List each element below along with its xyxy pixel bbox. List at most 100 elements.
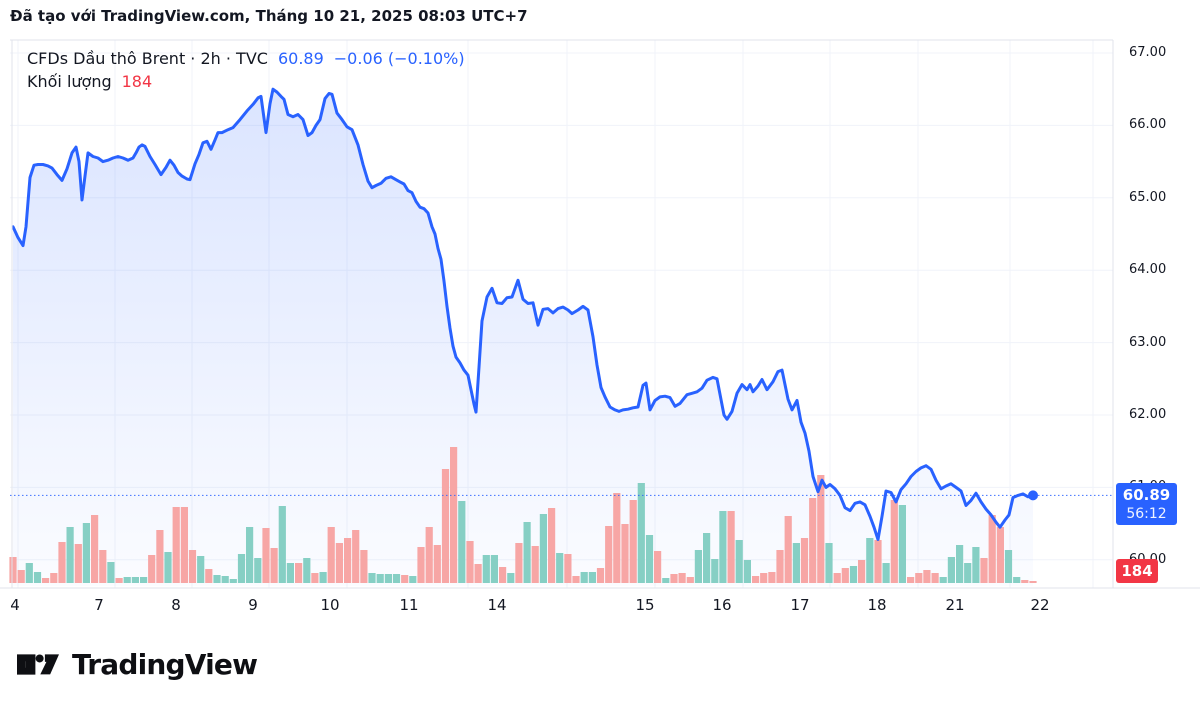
volume-bar-up [140,577,148,583]
volume-bar-down [425,527,433,583]
volume-bar-down [572,576,580,583]
legend-volume-row[interactable]: Khối lượng 184 [27,70,465,93]
volume-bar-up [1004,550,1013,583]
price-chart[interactable] [0,0,1200,640]
volume-bar-up [107,562,115,583]
volume-value: 184 [121,72,153,91]
volume-bar-down [335,543,343,583]
time-axis-label: 22 [1030,596,1050,614]
volume-bar-down [629,500,637,583]
price-axis-label: 64.00 [1129,262,1167,278]
volume-bar-down [1021,580,1029,583]
volume-bar-down [980,558,988,583]
volume-bar-up [580,572,588,583]
volume-bar-down [605,526,613,583]
volume-bar-down [466,541,474,583]
volume-bar-down [931,573,939,583]
time-axis-label: 9 [248,596,258,614]
volume-bar-down [270,548,278,583]
time-axis-label: 18 [867,596,887,614]
volume-bar-up [458,501,466,583]
volume-value-flag: 184 [1116,558,1158,583]
last-price-value: 60.89 [277,49,324,68]
volume-bar-up [645,535,654,583]
volume-bar-up [384,574,392,583]
volume-bar-down [50,573,58,583]
volume-bar-down [752,576,760,583]
volume-bar-down [327,527,335,583]
volume-bar-down [205,569,213,583]
volume-bar-up [719,511,727,583]
volume-bar-down [417,547,425,583]
volume-bar-down [817,475,825,583]
time-axis-label: 4 [10,596,20,614]
volume-bar-down [188,550,197,583]
volume-bar-down [311,573,319,583]
volume-bar-down [58,542,66,583]
flag-countdown-text: 56:12 [1126,506,1167,523]
legend-symbol-row[interactable]: CFDs Dầu thô Brent · 2h · TVC 60.89 −0.0… [27,47,465,70]
volume-bar-up [229,579,237,583]
volume-bar-down [800,538,809,583]
time-axis-label: 17 [790,596,810,614]
volume-bar-down [474,564,482,583]
volume-bar-down [678,573,686,583]
volume-bar-up [694,550,702,583]
volume-bar-up [213,575,221,583]
volume-bar-down [115,578,123,583]
volume-bar-down [923,570,931,583]
volume-bar-down [596,568,605,583]
volume-bar-down [686,577,694,583]
volume-bar-up [735,540,743,583]
brand-name: TradingView [72,648,258,681]
volume-bar-up [662,578,670,583]
volume-bar-down [809,498,817,583]
volume-bar-down [295,563,303,583]
flag-price-text: 60.89 [1122,486,1171,505]
volume-bar-up [956,545,964,583]
volume-bar-down [401,575,409,583]
volume-bar-down [784,516,792,583]
price-line [11,87,1035,541]
volume-label: Khối lượng [27,72,112,91]
volume-bar-down [515,543,523,583]
volume-bar-up [490,555,498,583]
volume-bar-down [499,567,507,583]
volume-bar-down [776,550,784,583]
volume-bar-up [964,563,972,583]
volume-bar-up [711,559,719,583]
volume-bar-up [898,505,906,583]
volume-bar-up [131,577,139,583]
volume-bar-down [988,515,996,583]
volume-bar-down [180,507,188,583]
attribution-text: Đã tạo với TradingView.com, Tháng 10 21,… [10,7,528,25]
volume-bar-down [148,555,156,583]
volume-bar-down [74,544,82,583]
symbol-title[interactable]: CFDs Dầu thô Brent · 2h · TVC [27,49,268,68]
volume-bar-up [33,572,42,583]
volume-bar-up [303,558,311,583]
volume-bar-up [743,560,751,583]
volume-bar-up [556,553,564,583]
time-axis-label: 14 [487,596,507,614]
volume-bar-down [621,524,629,583]
volume-bar-up [539,514,547,583]
volume-bar-down [548,508,556,583]
volume-bar-down [874,540,882,583]
volume-bar-down [915,573,923,583]
volume-bar-down [1029,581,1037,583]
volume-bar-down [344,538,352,583]
volume-bar-up [286,563,294,583]
volume-bar-down [654,551,662,583]
time-axis-label: 10 [320,596,340,614]
tradingview-attribution-logo[interactable]: TradingView [17,648,258,681]
last-price-flag: 60.89 56:12 [1116,483,1177,526]
volume-bar-down [996,527,1004,583]
volume-bar-up [246,527,254,583]
volume-bar-up [523,522,531,583]
volume-bar-down [564,554,572,583]
volume-bar-down [858,560,866,583]
volume-bar-down [450,447,458,583]
price-axis-label: 67.00 [1129,45,1167,60]
